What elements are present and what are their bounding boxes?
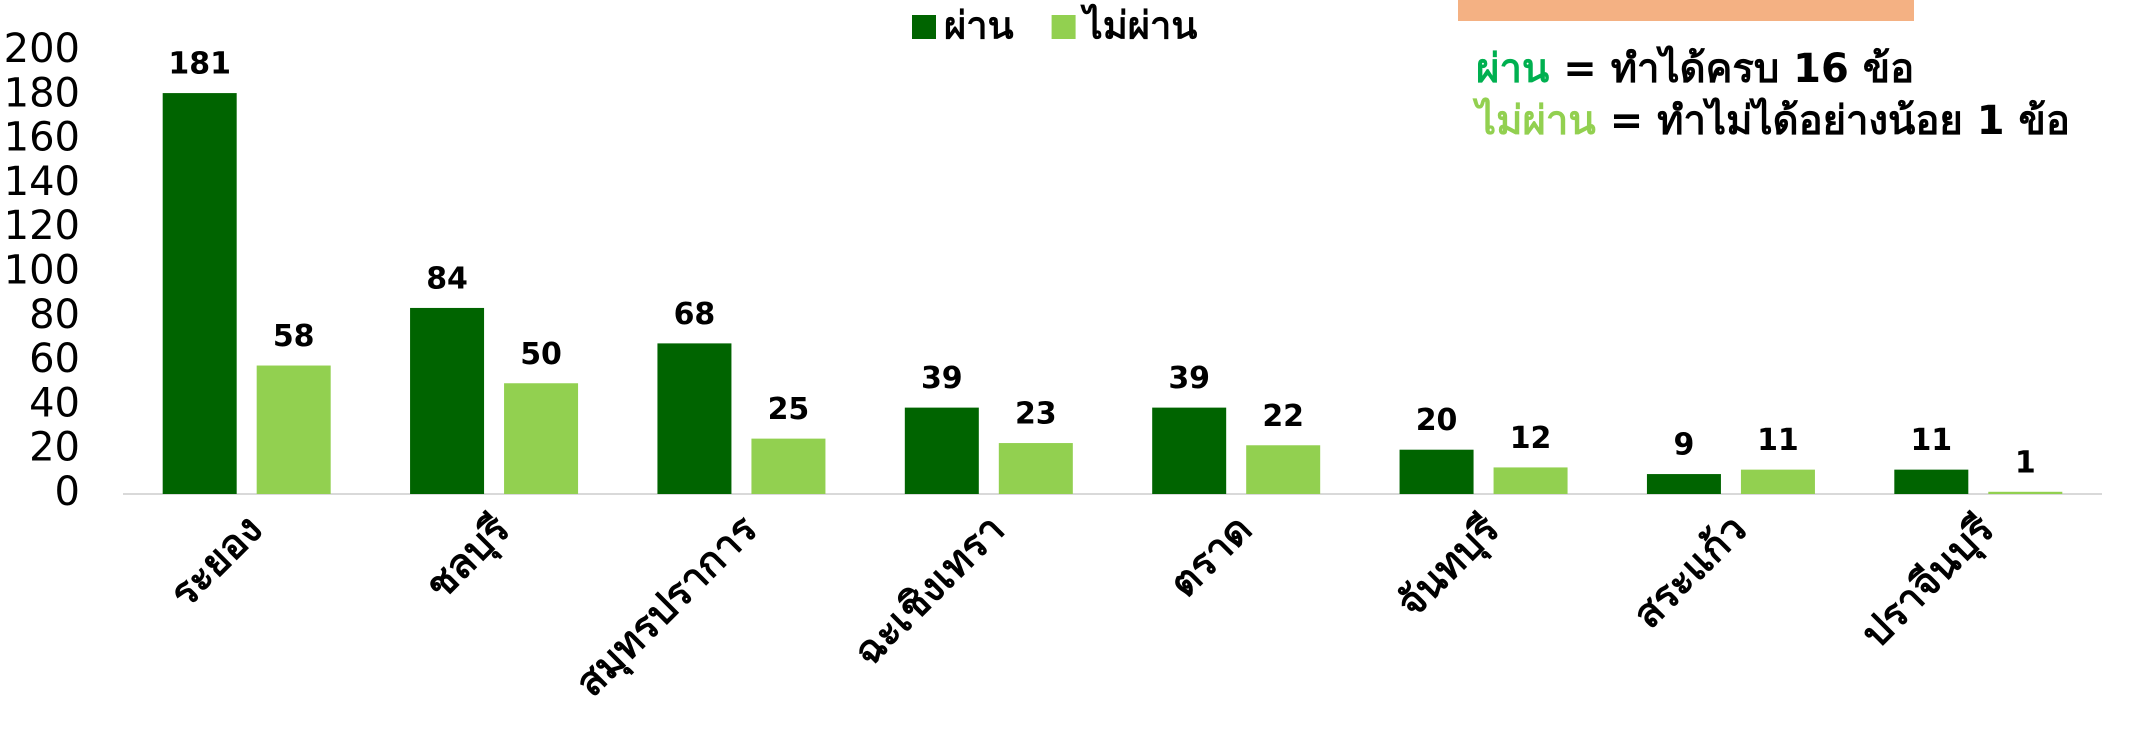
value-label: 25 (768, 392, 810, 427)
x-tick-label: จันทบุรี (1388, 506, 1510, 628)
value-label: 68 (674, 297, 716, 332)
value-label: 39 (921, 361, 963, 396)
bar (1246, 445, 1321, 494)
y-tick-label: 200 (4, 26, 80, 72)
value-label: 11 (1757, 423, 1799, 458)
x-tick-label: ชลบุรี (417, 506, 521, 610)
header-box (1458, 0, 1914, 21)
bar (162, 93, 237, 495)
y-tick-label: 20 (29, 425, 80, 471)
y-tick-label: 100 (4, 248, 80, 294)
annotation: ผ่าน = ทำได้ครบ 16 ข้อ (1476, 45, 1914, 92)
value-label: 23 (1015, 397, 1057, 432)
bar (904, 407, 979, 494)
value-label: 181 (168, 47, 231, 82)
bar (1740, 469, 1815, 494)
annotation-term: ผ่าน (1476, 46, 1549, 92)
x-tick-label: สระแก้ว (1624, 506, 1755, 637)
value-label: 1 (2015, 445, 2036, 480)
annotation-text: = ทำได้ครบ 16 ข้อ (1563, 45, 1914, 92)
value-label: 84 (426, 261, 468, 296)
annotation: ไม่ผ่าน = ทำไม่ได้อย่างน้อย 1 ข้อ (1472, 97, 2070, 144)
annotation-term: ไม่ผ่าน (1472, 97, 1596, 144)
bar (1988, 491, 2063, 494)
y-tick-label: 0 (55, 469, 80, 515)
x-tick-label: ระยอง (161, 506, 271, 616)
legend-label: ไม่ผ่าน (1080, 4, 1198, 48)
bar (410, 307, 485, 494)
bar (1646, 474, 1721, 494)
bar (256, 365, 331, 494)
y-tick-label: 120 (4, 203, 80, 249)
bar (1493, 467, 1568, 494)
value-label: 22 (1262, 399, 1304, 434)
bar (998, 443, 1073, 494)
y-tick-label: 160 (4, 115, 80, 161)
bar (1152, 407, 1227, 494)
legend-swatch (912, 15, 936, 39)
x-tick-label: สมุทรปราการ (567, 506, 768, 707)
annotation-text: = ทำไม่ได้อย่างน้อย 1 ข้อ (1610, 97, 2070, 144)
value-label: 12 (1510, 421, 1552, 456)
bar (1399, 449, 1474, 494)
bar (657, 343, 732, 494)
y-tick-label: 180 (4, 70, 80, 116)
x-tick-label: ตราด (1161, 506, 1261, 606)
value-label: 58 (273, 319, 315, 354)
y-tick-label: 60 (29, 336, 80, 382)
legend-swatch (1051, 15, 1076, 39)
value-label: 11 (1910, 423, 1952, 458)
value-label: 20 (1416, 403, 1458, 438)
x-tick-label: ปราจีนบุรี (1853, 506, 2005, 658)
legend-label: ผ่าน (944, 4, 1014, 48)
x-tick-label: ฉะเชิงเทรา (845, 506, 1014, 675)
y-tick-label: 80 (29, 292, 80, 338)
value-label: 50 (520, 337, 562, 372)
value-label: 39 (1168, 361, 1210, 396)
value-label: 9 (1674, 428, 1695, 463)
bar (1894, 469, 1969, 494)
bar (751, 438, 826, 494)
bar (504, 383, 579, 494)
y-tick-label: 40 (29, 380, 80, 426)
y-tick-label: 140 (4, 159, 80, 205)
